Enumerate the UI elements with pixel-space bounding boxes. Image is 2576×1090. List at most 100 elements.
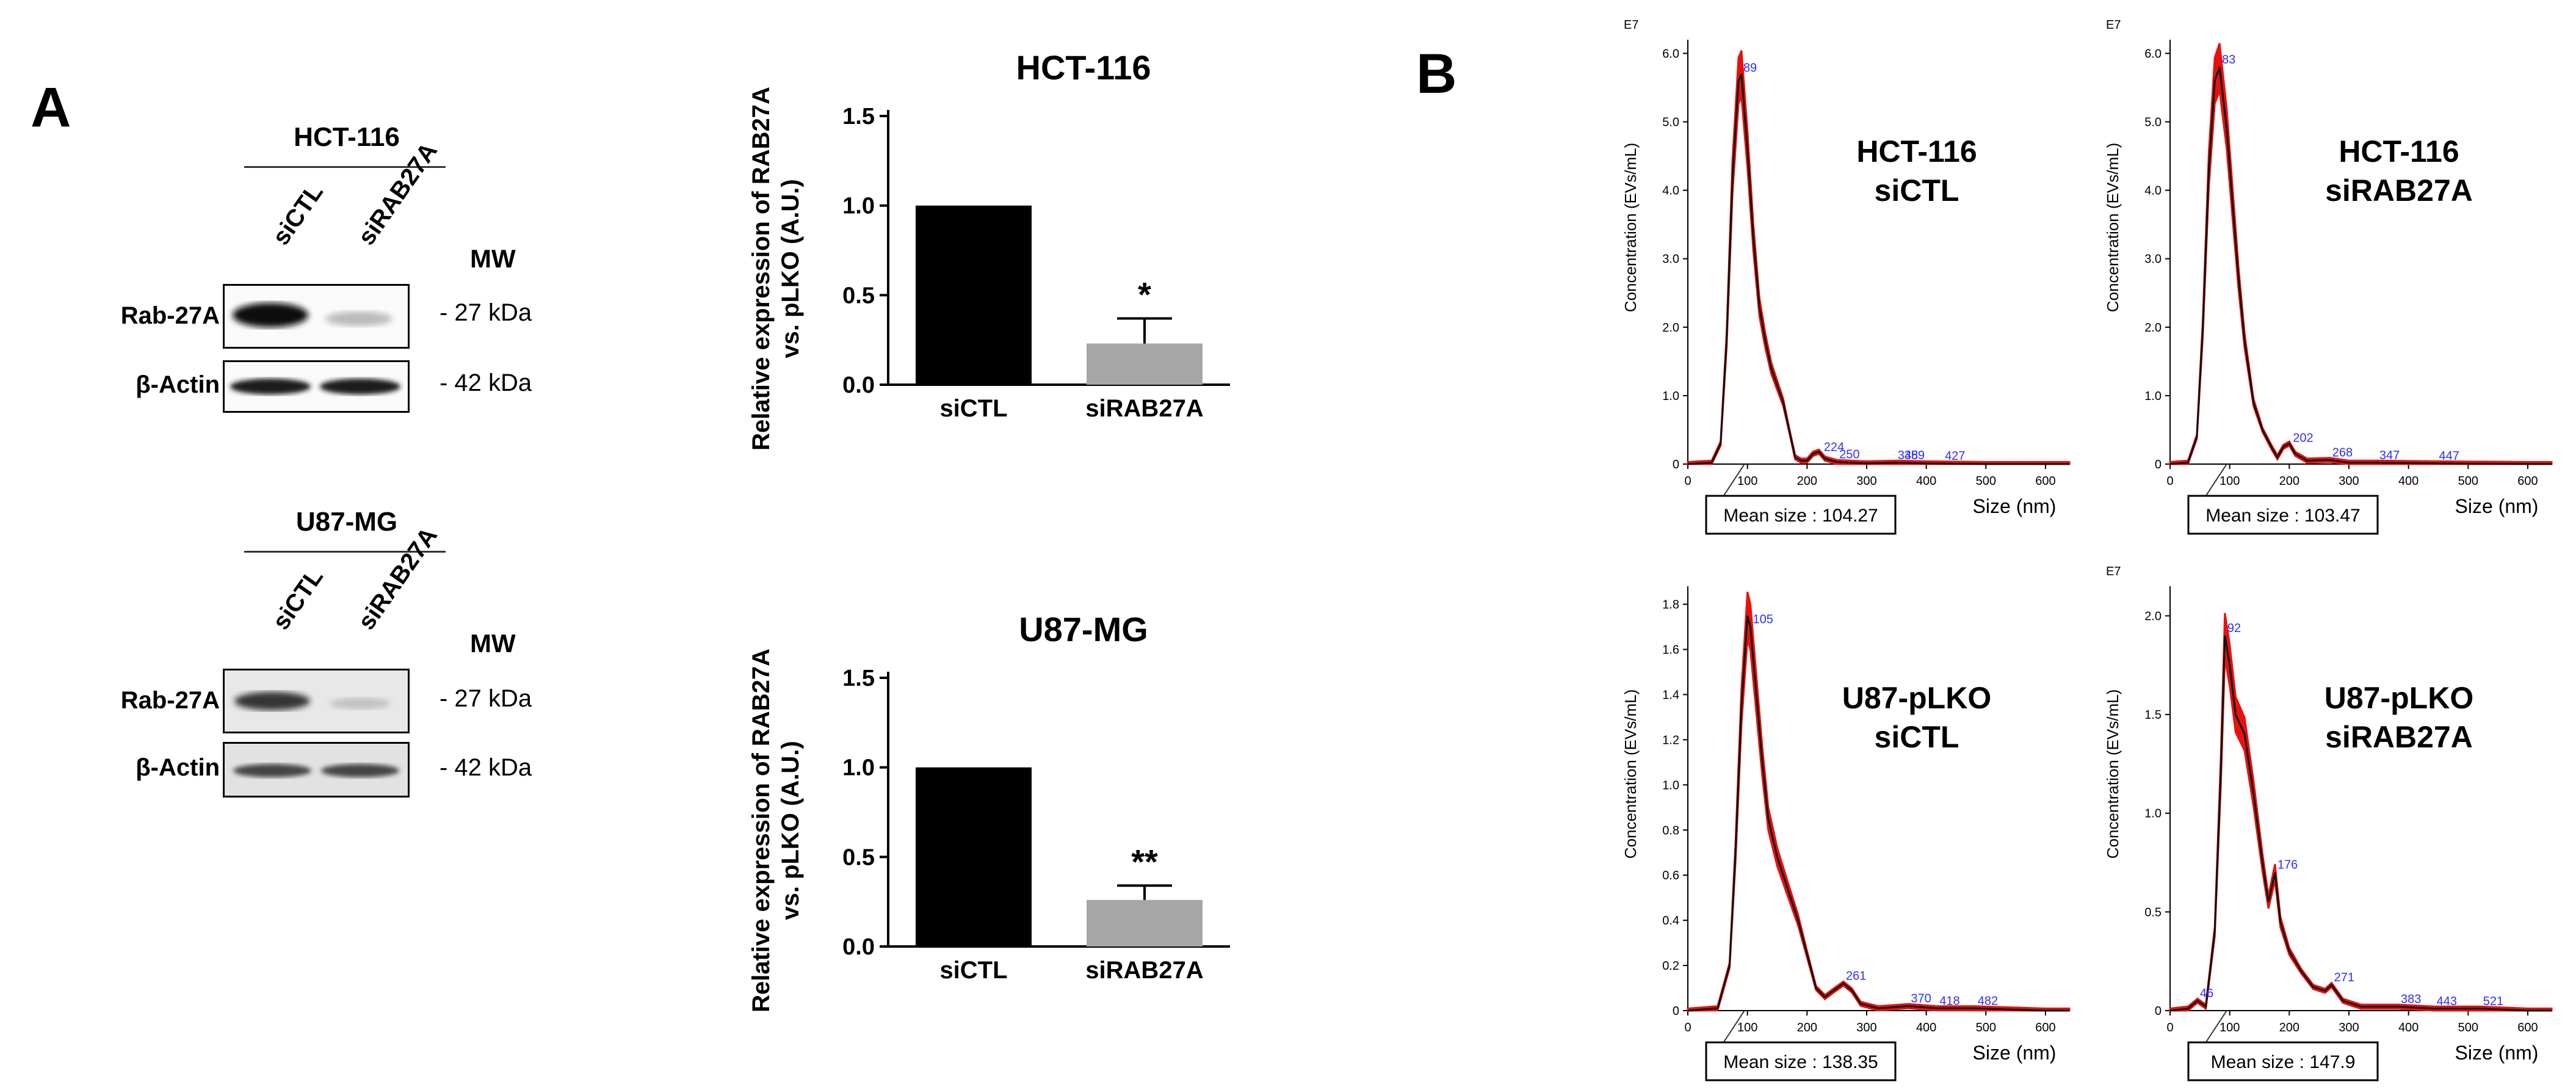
nta-chart-u87-sictl: Concentration (EVs/mL) 0 0.2 0.4 0.6 0.8 1.0 1.… <box>1621 586 2071 1081</box>
peak-label: 261 <box>1846 970 1866 983</box>
y-tick-label: 1.4 <box>1662 688 1679 702</box>
x-tick-label: 200 <box>2279 474 2299 488</box>
y-tick-label: 1.5 <box>842 104 875 129</box>
x-axis-label: Size (nm) <box>1973 1042 2057 1064</box>
x-tick-label: siCTL <box>939 957 1007 984</box>
y-tick-label: 6.0 <box>2144 47 2162 60</box>
mean-size-pointer <box>2205 463 2227 496</box>
sample-label-line1: HCT-116 <box>2339 134 2459 169</box>
mean-distribution-line <box>2169 67 2552 465</box>
peak-label: 418 <box>1939 994 1959 1008</box>
x-tick-label: 600 <box>2517 1021 2538 1034</box>
y-tick-label: 2.0 <box>2144 321 2162 335</box>
chart-title: HCT-116 <box>1016 48 1151 87</box>
bar-siRAB27A <box>1087 899 1203 946</box>
blot-cell-line-title: HCT-116 <box>294 122 400 152</box>
blot-title-rule <box>244 166 446 168</box>
y-tick-label: 1.2 <box>1662 733 1679 747</box>
blot-band-rab27a-image <box>225 670 408 732</box>
y-tick-label: 1.5 <box>2144 708 2162 722</box>
x-tick-label: 0 <box>1684 1021 1691 1034</box>
y-tick-label: 4.0 <box>2144 184 2162 198</box>
peak-label: 202 <box>2293 432 2313 445</box>
sample-label-line1: U87-pLKO <box>2325 681 2473 715</box>
y-tick-label: 0 <box>2155 458 2162 471</box>
peak-label: 176 <box>2278 859 2298 872</box>
y-tick-label: 0.4 <box>1662 914 1679 928</box>
x-tick-label: 400 <box>1916 474 1936 488</box>
x-tick-label: 500 <box>2458 474 2478 488</box>
x-tick-label: siCTL <box>939 395 1007 422</box>
peak-label: 83 <box>2222 53 2235 67</box>
x-tick-label: 0 <box>1684 474 1691 488</box>
x-tick-label: 600 <box>2517 474 2538 488</box>
x-tick-label: 200 <box>2279 1021 2299 1034</box>
x-tick-label: 400 <box>2398 474 2419 488</box>
y-tick-label: 1.0 <box>842 755 875 781</box>
x-axis-label: Size (nm) <box>2455 1042 2539 1064</box>
mw-header: MW <box>470 629 516 658</box>
mean-size-box <box>1705 1041 1897 1081</box>
mean-size-box <box>1705 495 1897 535</box>
peak-label: 92 <box>2227 622 2241 635</box>
y-axis-label: Concentration (EVs/mL) <box>2104 143 2122 312</box>
y-axis-label: Concentration (EVs/mL) <box>1621 689 1640 859</box>
peak-label: 447 <box>2439 449 2459 463</box>
x-tick-label: 500 <box>2458 1021 2478 1034</box>
mean-size-label: Mean size : 103.47 <box>2205 506 2361 526</box>
y-tick-label: 0.6 <box>1662 869 1679 882</box>
mean-size-box <box>2187 1041 2379 1081</box>
x-tick-label: 100 <box>1737 474 1757 488</box>
x-tick-label: 600 <box>2035 1021 2055 1034</box>
y-exponent-label: E7 <box>1624 18 1638 32</box>
mw-label-27kda: - 27 kDa <box>440 299 532 326</box>
mean-size-label: Mean size : 104.27 <box>1723 506 1878 526</box>
error-band <box>2169 43 2553 465</box>
y-tick-label: 0 <box>1673 1005 1679 1018</box>
x-tick-label: 200 <box>1797 474 1817 488</box>
blot-band-actin-image <box>230 379 400 394</box>
sample-label-line1: HCT-116 <box>1856 134 1977 169</box>
y-tick-label: 1.8 <box>1662 598 1679 612</box>
y-tick-label: 2.0 <box>2144 609 2162 623</box>
x-tick-label: 0 <box>2166 1021 2173 1034</box>
x-tick-label: 300 <box>2339 474 2359 488</box>
y-tick-label: 1.0 <box>1662 390 1679 403</box>
nta-chart-hct116-sirab27a: E7 Concentration (EVs/mL) 0 1.0 2.0 3.0 4.0 5.0… <box>2104 18 2553 535</box>
x-tick-label: 400 <box>2398 1021 2419 1034</box>
mean-size-pointer <box>2205 1010 2227 1043</box>
blot-row-label-rab27a: Rab-27A <box>120 687 220 714</box>
mw-label-42kda: - 42 kDa <box>440 369 532 396</box>
peak-label: 482 <box>1978 994 1998 1008</box>
blot-band-actin <box>223 742 410 798</box>
peak-label: 224 <box>1824 440 1844 454</box>
y-tick-label: 1.0 <box>2144 807 2162 821</box>
y-tick-label: 0.2 <box>1662 959 1679 973</box>
x-tick-label: 500 <box>1976 474 1996 488</box>
mean-size-pointer <box>1723 1010 1745 1043</box>
peak-label: 89 <box>1743 61 1757 74</box>
y-tick-label: 4.0 <box>1662 184 1679 198</box>
nta-chart-hct116-sictl: E7 Concentration (EVs/mL) 0 1.0 2.0 3.0 4.0 5.0… <box>1621 18 2071 535</box>
mean-size-pointer <box>1723 463 1745 496</box>
x-tick-label: 300 <box>1856 1021 1876 1034</box>
peak-label: 250 <box>1839 448 1859 462</box>
x-axis-label: Size (nm) <box>2455 495 2539 517</box>
blot-row-label-actin: β-Actin <box>136 754 220 781</box>
y-tick-label: 1.5 <box>842 666 875 691</box>
x-tick-label: 600 <box>2035 474 2055 488</box>
mw-header: MW <box>470 244 516 273</box>
sample-label-line2: siRAB27A <box>2325 173 2473 208</box>
peak-label: 443 <box>2437 995 2457 1008</box>
bar-siRAB27A <box>1087 343 1203 385</box>
peak-label: 347 <box>2379 449 2400 462</box>
peak-label: 383 <box>2401 993 2421 1006</box>
blot-band-actin-image <box>225 744 408 796</box>
y-tick-label: 2.0 <box>1662 321 1679 335</box>
significance-marker: ** <box>1131 842 1158 881</box>
x-tick-label: 0 <box>2166 474 2173 488</box>
mean-distribution-line <box>2169 635 2552 1012</box>
sample-label-line2: siRAB27A <box>2325 720 2473 754</box>
peak-label: 268 <box>2332 446 2353 459</box>
bar-siCTL <box>916 767 1032 946</box>
